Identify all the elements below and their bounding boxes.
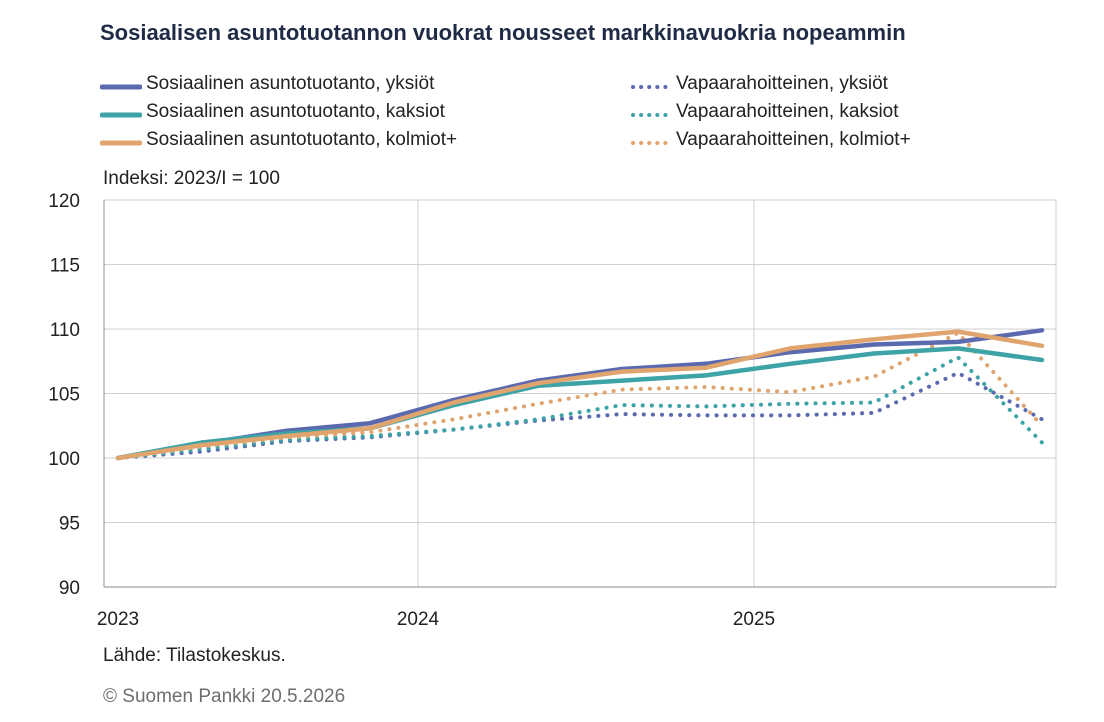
y-tick-label: 90 — [59, 578, 80, 599]
legend-label: Vapaarahoitteinen, yksiöt — [676, 73, 888, 94]
legend-swatch — [99, 107, 143, 118]
chart-title: Sosiaalisen asuntotuotannon vuokrat nous… — [100, 20, 906, 45]
series-line-4 — [116, 355, 1044, 460]
legend-swatch — [630, 135, 672, 145]
series-line-3 — [115, 346, 1045, 461]
x-tick-label: 2025 — [733, 609, 775, 630]
legend-item-social-three-room: Sosiaalinen asuntotuotanto, kolmiot+ — [99, 126, 458, 154]
y-tick-label: 105 — [48, 385, 80, 406]
legend-item-free-two-room: Vapaarahoitteinen, kaksiot — [630, 98, 899, 126]
legend-item-free-three-room: Vapaarahoitteinen, kolmiot+ — [630, 126, 911, 154]
legend-label: Sosiaalinen asuntotuotanto, yksiöt — [146, 73, 435, 94]
legend: Sosiaalinen asuntotuotanto, yksiöt Sosia… — [99, 70, 1000, 160]
copyright-note: © Suomen Pankki 20.5.2026 — [103, 686, 346, 707]
y-tick-label: 95 — [59, 514, 80, 535]
series-line-5 — [115, 329, 1045, 461]
legend-label: Vapaarahoitteinen, kaksiot — [676, 101, 899, 122]
legend-label: Vapaarahoitteinen, kolmiot+ — [676, 129, 911, 150]
y-tick-label: 110 — [50, 320, 80, 341]
legend-label: Sosiaalinen asuntotuotanto, kaksiot — [146, 101, 445, 122]
legend-swatch — [99, 79, 143, 90]
legend-swatch — [630, 79, 672, 89]
legend-item-social-two-room: Sosiaalinen asuntotuotanto, kaksiot — [99, 98, 445, 126]
source-note: Lähde: Tilastokeskus. — [103, 645, 286, 666]
legend-item-free-studios: Vapaarahoitteinen, yksiöt — [630, 70, 888, 98]
x-tick-label: 2024 — [397, 609, 440, 630]
legend-swatch — [630, 107, 672, 117]
y-tick-label: 100 — [48, 449, 80, 470]
y-tick-label: 120 — [48, 191, 80, 212]
legend-label: Sosiaalinen asuntotuotanto, kolmiot+ — [146, 129, 458, 150]
chart-subtitle: Indeksi: 2023/I = 100 — [103, 168, 280, 189]
x-tick-label: 2023 — [97, 609, 139, 630]
legend-item-social-studios: Sosiaalinen asuntotuotanto, yksiöt — [99, 70, 435, 98]
y-tick-label: 115 — [50, 256, 80, 277]
legend-swatch — [99, 135, 143, 146]
